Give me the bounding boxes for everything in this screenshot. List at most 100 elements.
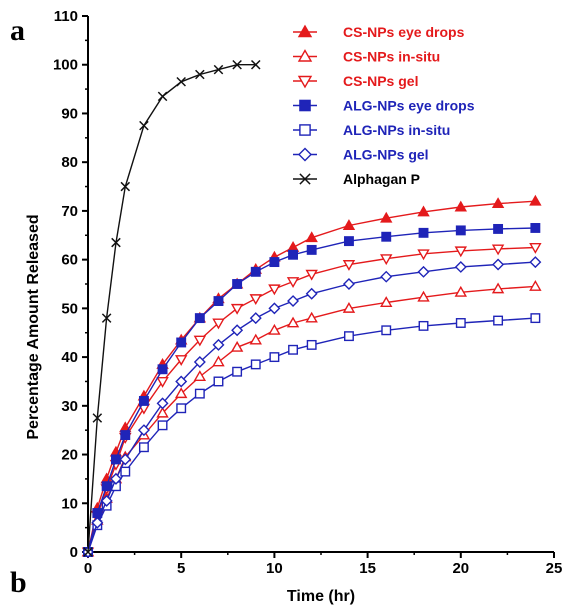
data-point	[193, 355, 206, 368]
x-tick-label: 5	[177, 560, 185, 577]
data-point	[138, 442, 149, 453]
panel-label-b: b	[10, 566, 27, 599]
data-point	[342, 278, 355, 290]
data-point	[83, 547, 93, 557]
x-tick-label: 20	[452, 560, 469, 577]
data-point	[417, 205, 430, 217]
legend-label: ALG-NPs gel	[343, 147, 429, 163]
data-point	[529, 280, 542, 291]
data-point	[491, 244, 505, 256]
legend-marker	[297, 75, 313, 89]
data-point	[194, 313, 205, 324]
data-point	[231, 324, 244, 337]
data-point	[493, 223, 504, 234]
series-line	[87, 285, 536, 553]
data-point	[157, 364, 168, 375]
x-tick-label: 0	[84, 560, 92, 577]
y-tick-label: 30	[61, 398, 78, 415]
series-line	[87, 63, 256, 553]
legend-marker	[297, 49, 313, 62]
data-point	[156, 397, 169, 410]
y-tick-label: 60	[61, 252, 78, 269]
data-point	[286, 316, 300, 328]
data-point	[529, 194, 542, 206]
panel-label-a: a	[10, 14, 25, 47]
series-3	[83, 223, 541, 557]
y-tick-label: 100	[53, 57, 78, 74]
data-point	[212, 355, 225, 367]
data-point	[92, 413, 103, 423]
x-tick-label: 25	[546, 560, 563, 577]
data-point	[120, 430, 131, 441]
data-point	[455, 225, 466, 236]
data-point	[101, 313, 112, 323]
axes: 0 5 10 15 20 25 0 10 20 30 40 50 60 70 80 90 100 110	[53, 8, 562, 577]
data-point	[193, 335, 207, 347]
data-point	[176, 403, 187, 414]
data-point	[342, 219, 356, 230]
data-point	[232, 59, 242, 70]
data-point	[157, 91, 168, 102]
data-point	[111, 454, 121, 465]
data-point	[417, 290, 430, 302]
series-4	[83, 313, 541, 557]
y-tick-label: 90	[61, 105, 78, 122]
legend-marker	[297, 24, 313, 38]
data-point	[195, 69, 205, 80]
x-tick-label: 15	[359, 560, 376, 577]
data-point	[493, 315, 504, 326]
legend-label: CS-NPs gel	[343, 73, 418, 89]
data-point	[212, 318, 225, 330]
data-point	[213, 64, 224, 75]
data-point	[454, 200, 468, 212]
data-point	[250, 359, 261, 370]
data-point	[139, 120, 149, 131]
data-point	[288, 249, 298, 260]
y-tick-label: 70	[61, 203, 78, 220]
data-point	[100, 494, 113, 507]
data-point	[269, 257, 280, 268]
data-point	[174, 355, 188, 366]
series-6	[83, 59, 261, 557]
legend-item-6: Alphagan P	[293, 171, 420, 187]
data-point	[111, 237, 121, 248]
data-point	[193, 370, 207, 382]
data-point	[529, 243, 542, 254]
series-line	[87, 261, 536, 553]
legend-marker	[299, 99, 311, 112]
y-tick-label: 40	[61, 349, 78, 366]
series-layer	[81, 59, 542, 559]
x-axis-label: Time (hr)	[287, 588, 355, 605]
data-point	[120, 466, 131, 477]
data-point	[138, 395, 149, 406]
series-5	[82, 256, 542, 558]
data-point	[380, 296, 393, 307]
data-point	[305, 269, 318, 281]
data-point	[268, 284, 281, 296]
data-point	[176, 337, 187, 348]
legend-marker	[299, 124, 311, 136]
legend-label: CS-NPs in-situ	[343, 49, 440, 65]
data-point	[120, 181, 131, 192]
data-point	[344, 236, 354, 247]
data-point	[380, 270, 393, 283]
data-point	[342, 260, 356, 271]
data-point	[156, 406, 169, 418]
legend-item-1: CS-NPs in-situ	[293, 49, 440, 65]
data-point	[101, 481, 112, 492]
legend-item-2: CS-NPs gel	[293, 73, 418, 89]
y-tick-label: 50	[61, 300, 78, 317]
data-point	[250, 266, 261, 277]
data-point	[454, 246, 468, 258]
data-point	[306, 339, 317, 350]
legend-label: ALG-NPs eye drops	[343, 98, 475, 114]
data-point	[491, 282, 505, 294]
data-point	[418, 320, 429, 331]
data-point	[174, 387, 188, 399]
data-point	[380, 211, 393, 223]
data-point	[232, 279, 243, 289]
y-tick-label: 20	[61, 447, 78, 464]
data-point	[157, 420, 168, 431]
data-point	[454, 260, 467, 273]
data-point	[492, 258, 505, 271]
